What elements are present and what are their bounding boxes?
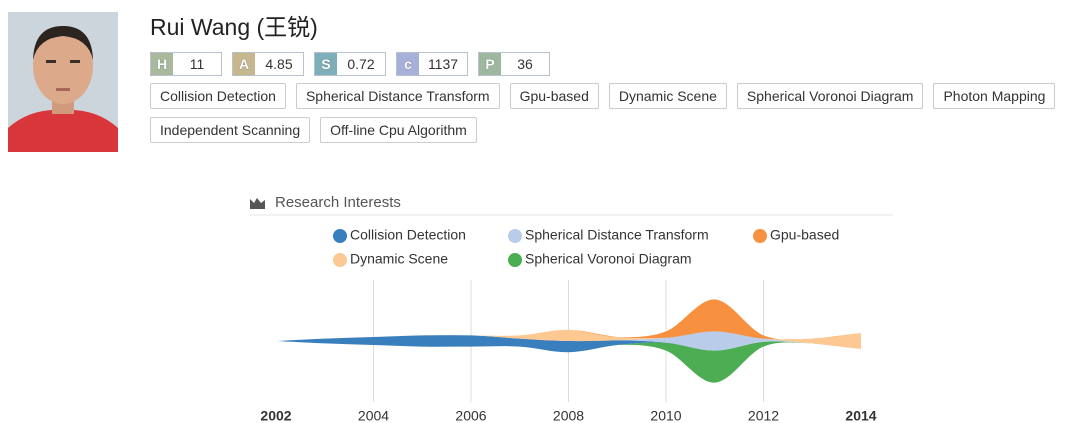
tag[interactable]: Dynamic Scene	[608, 83, 727, 109]
legend-label: Dynamic Scene	[350, 251, 448, 267]
metric-value: 11	[173, 53, 221, 75]
metric-value: 1137	[419, 53, 467, 75]
legend-label: Gpu-based	[770, 227, 839, 243]
legend-swatch	[508, 229, 522, 243]
section-header: Research Interests	[250, 194, 893, 216]
profile-name: Rui Wang (王锐)	[150, 14, 318, 40]
metric-key: c	[397, 53, 419, 75]
tag[interactable]: Photon Mapping	[933, 83, 1056, 109]
metric-key: S	[315, 53, 337, 75]
metric-value: 36	[501, 53, 549, 75]
x-tick-label: 2002	[260, 408, 291, 423]
x-tick-label: 2014	[845, 408, 876, 423]
x-tick-label: 2004	[358, 408, 389, 423]
legend-swatch	[508, 253, 522, 267]
metric-badge: c 1137	[396, 52, 468, 76]
legend-label: Collision Detection	[350, 227, 466, 243]
metric-badge: P 36	[478, 52, 550, 76]
metric-badge: H 11	[150, 52, 222, 76]
legend-swatch	[333, 253, 347, 267]
stream-area	[276, 335, 861, 353]
metric-value: 0.72	[337, 53, 385, 75]
tags: Collision Detection Spherical Distance Tr…	[150, 83, 1065, 143]
metric-key: H	[151, 53, 173, 75]
metric-value: 4.85	[255, 53, 303, 75]
stream-area	[276, 331, 861, 351]
tag[interactable]: Spherical Distance Transform	[295, 83, 500, 109]
stream-area	[276, 299, 861, 341]
area-icon	[250, 198, 265, 209]
metric-badge: S 0.72	[314, 52, 386, 76]
metric-key: A	[233, 53, 255, 75]
legend-label: Spherical Distance Transform	[525, 227, 709, 243]
legend-swatch	[753, 229, 767, 243]
metric-badge: A 4.85	[232, 52, 304, 76]
legend-label: Spherical Voronoi Diagram	[525, 251, 692, 267]
tag[interactable]: Independent Scanning	[150, 117, 311, 143]
stream-area	[276, 341, 861, 383]
tag[interactable]: Gpu-based	[509, 83, 599, 109]
tag[interactable]: Collision Detection	[150, 83, 286, 109]
metric-key: P	[479, 53, 501, 75]
stream-area	[276, 329, 861, 349]
x-tick-label: 2008	[553, 408, 584, 423]
x-tick-label: 2012	[748, 408, 779, 423]
chart-title: Research Interests	[275, 194, 401, 211]
legend-swatch	[333, 229, 347, 243]
x-tick-label: 2006	[455, 408, 486, 423]
tag[interactable]: Off-line Cpu Algorithm	[320, 117, 477, 143]
tag[interactable]: Spherical Voronoi Diagram	[736, 83, 924, 109]
metrics: H 11 A 4.85 S 0.72 c 1137 P 36	[150, 52, 550, 76]
photo	[8, 12, 118, 152]
x-tick-label: 2010	[650, 408, 681, 423]
